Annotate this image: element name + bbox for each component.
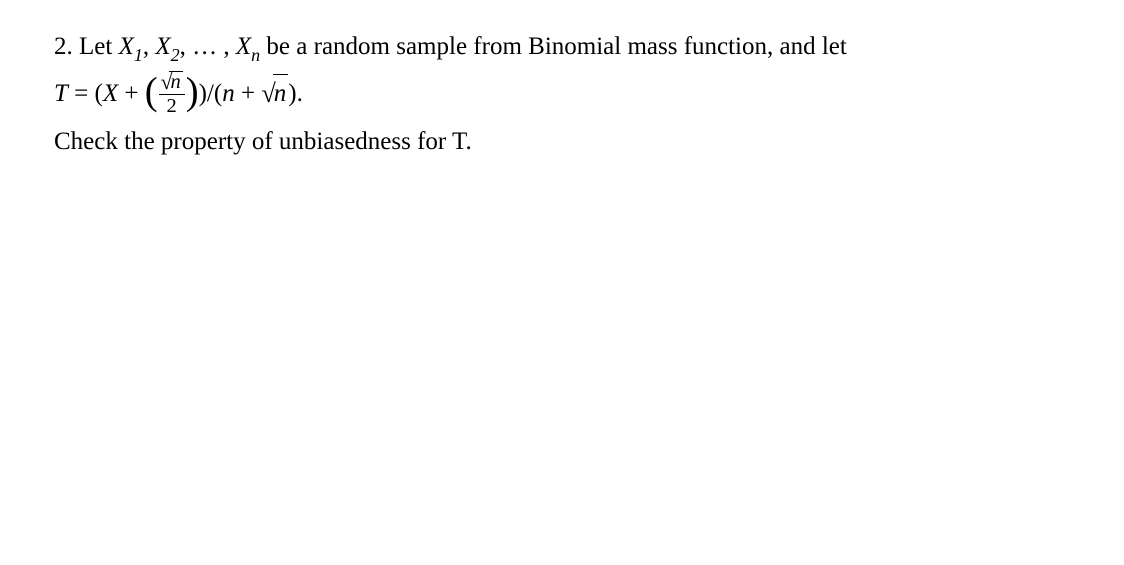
close-div-open: )/( <box>199 80 223 107</box>
big-paren-close: ) <box>186 70 199 113</box>
var-x2: X <box>155 33 170 60</box>
fraction-sqrtn-over-2: √n2 <box>159 70 185 118</box>
comma-1: , <box>143 33 156 60</box>
sub-1: 1 <box>134 45 143 65</box>
fraction-numerator: √n <box>159 70 185 96</box>
var-n: n <box>222 80 235 107</box>
big-paren-open: ( <box>145 70 158 113</box>
equals-open: = ( <box>68 80 103 107</box>
radical-icon-2: √ <box>261 79 275 108</box>
text-let: Let <box>79 33 119 60</box>
var-t: T <box>54 80 68 107</box>
var-x1: X <box>119 33 134 60</box>
plus-1: + <box>118 80 145 107</box>
problem-line-1: 2. Let X1, X2, … , Xn be a random sample… <box>54 28 1070 69</box>
sqrt-n-denom: √n <box>261 73 288 114</box>
problem-line-3: Check the property of unbiasedness for T… <box>54 123 1070 162</box>
plus-2: + <box>235 80 262 107</box>
problem-number: 2. <box>54 33 73 60</box>
close-paren-period: ). <box>288 80 303 107</box>
sqrt-n-num: √n <box>161 70 183 94</box>
fraction-denominator: 2 <box>159 95 185 118</box>
text-random-sample: be a random sample from Binomial mass fu… <box>260 33 847 60</box>
problem-line-2: T = (X + (√n2))/(n + √n). <box>54 71 1070 119</box>
radical-icon: √ <box>161 70 173 94</box>
comma-ellipsis: , … , <box>180 33 236 60</box>
var-x: X <box>103 80 118 107</box>
var-xn: X <box>236 33 251 60</box>
sub-n: n <box>251 45 260 65</box>
sub-2: 2 <box>171 45 180 65</box>
problem-statement: 2. Let X1, X2, … , Xn be a random sample… <box>54 28 1070 162</box>
